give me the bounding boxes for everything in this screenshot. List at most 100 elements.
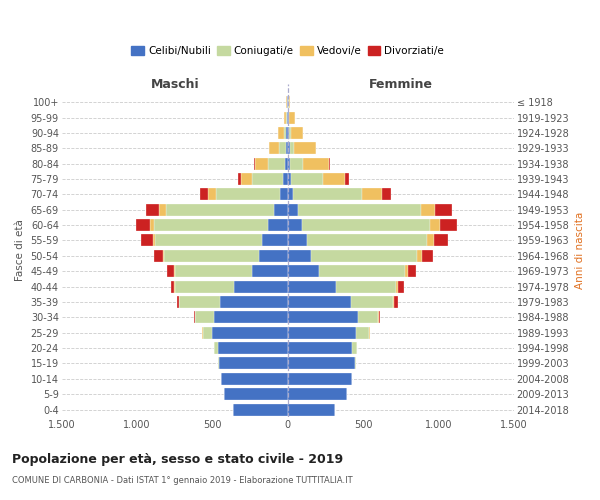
Bar bbox=[288, 204, 298, 216]
Bar bbox=[397, 280, 398, 292]
Bar bbox=[269, 142, 279, 154]
Bar bbox=[288, 188, 293, 200]
Bar bbox=[430, 219, 440, 231]
Bar bbox=[351, 296, 394, 308]
Text: Femmine: Femmine bbox=[369, 78, 433, 92]
Bar bbox=[286, 112, 287, 124]
Bar bbox=[286, 127, 288, 139]
Bar bbox=[284, 127, 286, 139]
Text: COMUNE DI CARBONIA - Dati ISTAT 1° gennaio 2019 - Elaborazione TUTTITALIA.IT: COMUNE DI CARBONIA - Dati ISTAT 1° genna… bbox=[12, 476, 353, 485]
Bar bbox=[208, 188, 216, 200]
Bar bbox=[288, 250, 311, 262]
Bar bbox=[289, 127, 291, 139]
Bar bbox=[284, 112, 286, 124]
Bar bbox=[268, 219, 288, 231]
Bar bbox=[174, 265, 175, 277]
Bar bbox=[346, 173, 349, 185]
Bar bbox=[382, 188, 391, 200]
Bar bbox=[288, 173, 291, 185]
Y-axis label: Fasce di età: Fasce di età bbox=[15, 220, 25, 282]
Bar bbox=[311, 250, 416, 262]
Bar bbox=[287, 96, 288, 108]
Bar bbox=[175, 280, 233, 292]
Bar bbox=[440, 219, 457, 231]
Bar bbox=[194, 312, 195, 324]
Bar bbox=[251, 173, 283, 185]
Bar bbox=[427, 234, 434, 246]
Bar bbox=[214, 342, 218, 354]
Bar bbox=[303, 158, 329, 170]
Bar bbox=[356, 326, 369, 338]
Bar bbox=[288, 373, 352, 385]
Bar bbox=[288, 358, 355, 370]
Bar bbox=[302, 219, 430, 231]
Bar bbox=[151, 219, 154, 231]
Bar bbox=[289, 112, 295, 124]
Bar bbox=[288, 388, 347, 400]
Bar bbox=[214, 312, 288, 324]
Bar bbox=[195, 312, 214, 324]
Bar bbox=[286, 96, 287, 108]
Bar bbox=[288, 127, 289, 139]
Bar bbox=[323, 173, 346, 185]
Bar bbox=[163, 250, 164, 262]
Bar bbox=[295, 142, 316, 154]
Bar bbox=[283, 173, 288, 185]
Bar bbox=[166, 204, 274, 216]
Bar bbox=[298, 204, 421, 216]
Bar bbox=[290, 142, 295, 154]
Text: Maschi: Maschi bbox=[151, 78, 199, 92]
Bar bbox=[178, 296, 179, 308]
Bar bbox=[219, 358, 288, 370]
Bar bbox=[319, 265, 404, 277]
Bar bbox=[200, 188, 208, 200]
Bar bbox=[155, 234, 262, 246]
Bar bbox=[218, 358, 219, 370]
Bar bbox=[224, 388, 288, 400]
Bar bbox=[288, 234, 307, 246]
Bar bbox=[220, 296, 288, 308]
Bar bbox=[285, 158, 288, 170]
Bar bbox=[140, 234, 154, 246]
Bar bbox=[241, 173, 251, 185]
Bar bbox=[268, 158, 285, 170]
Bar bbox=[288, 142, 290, 154]
Bar bbox=[358, 312, 378, 324]
Bar bbox=[175, 265, 251, 277]
Bar bbox=[355, 358, 356, 370]
Bar bbox=[416, 250, 422, 262]
Bar bbox=[394, 296, 398, 308]
Bar bbox=[221, 373, 288, 385]
Bar bbox=[259, 250, 288, 262]
Bar bbox=[154, 219, 268, 231]
Bar bbox=[288, 280, 336, 292]
Bar bbox=[136, 219, 151, 231]
Bar bbox=[435, 204, 452, 216]
Bar bbox=[291, 127, 303, 139]
Bar bbox=[307, 234, 427, 246]
Y-axis label: Anni di nascita: Anni di nascita bbox=[575, 212, 585, 289]
Bar bbox=[288, 342, 352, 354]
Bar bbox=[154, 234, 155, 246]
Bar bbox=[290, 158, 303, 170]
Bar bbox=[218, 342, 288, 354]
Bar bbox=[293, 188, 362, 200]
Bar bbox=[379, 312, 380, 324]
Bar bbox=[167, 265, 174, 277]
Bar bbox=[278, 127, 284, 139]
Bar bbox=[286, 142, 288, 154]
Bar bbox=[212, 326, 288, 338]
Bar bbox=[288, 326, 356, 338]
Bar bbox=[251, 265, 288, 277]
Bar bbox=[154, 250, 163, 262]
Bar bbox=[254, 158, 268, 170]
Legend: Celibi/Nubili, Coniugati/e, Vedovi/e, Divorziati/e: Celibi/Nubili, Coniugati/e, Vedovi/e, Di… bbox=[127, 42, 448, 60]
Bar bbox=[146, 204, 159, 216]
Bar bbox=[164, 250, 259, 262]
Bar bbox=[233, 404, 288, 415]
Bar bbox=[280, 188, 288, 200]
Bar bbox=[291, 173, 323, 185]
Bar bbox=[233, 280, 288, 292]
Bar bbox=[329, 158, 330, 170]
Bar bbox=[170, 280, 175, 292]
